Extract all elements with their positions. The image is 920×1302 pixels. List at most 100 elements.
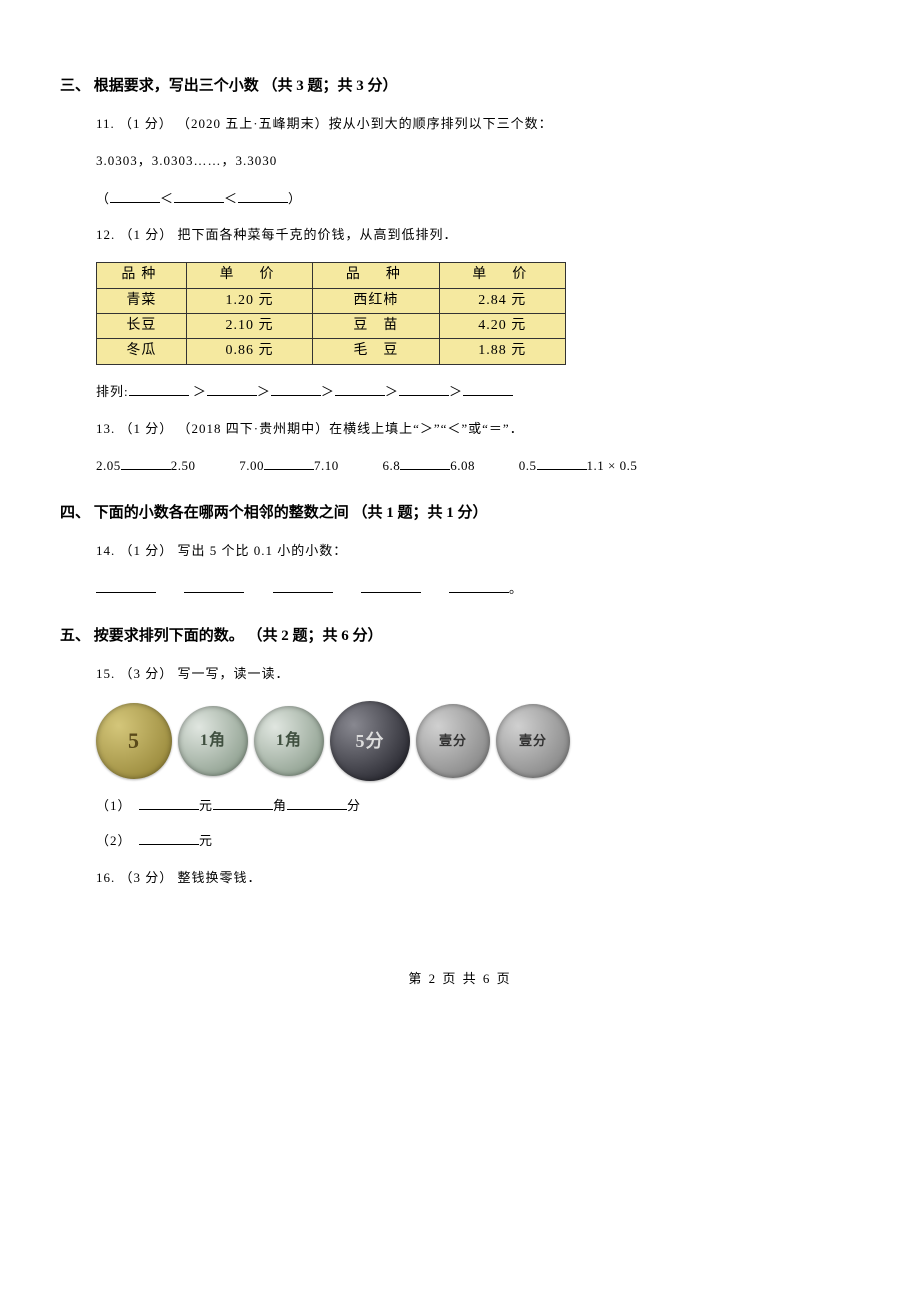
blank[interactable] [537,455,587,470]
unit-yuan: 元 [199,833,213,848]
q14-blanks: 。 [96,578,860,600]
question-14: 14. （1 分） 写出 5 个比 0.1 小的小数： [96,541,860,562]
blank[interactable] [184,578,244,593]
blank[interactable] [96,578,156,593]
gt: ＞ [449,384,463,399]
section-4-title: 四、 下面的小数各在哪两个相邻的整数之间 （共 1 题；共 1 分） [60,501,860,525]
th-price: 单 价 [186,263,312,288]
coin-glyph: 5分 [356,732,385,750]
rank-label: 排列: [96,384,129,399]
coin-glyph: 1角 [276,733,302,749]
blank[interactable] [213,795,273,810]
table-row: 青菜 1.20 元 西红柿 2.84 元 [97,288,566,313]
coin-glyph: 5 [128,730,140,752]
coin-glyph: 壹分 [439,734,467,747]
cell: 毛 豆 [313,339,439,364]
coin-5fen-icon: 5分 [330,701,410,781]
blank[interactable] [449,578,509,593]
blank[interactable] [335,381,385,396]
pair-b: 7.10 [314,458,339,473]
pair-a: 2.05 [96,458,121,473]
gt: ＞ [257,384,271,399]
pair-a: 0.5 [519,458,537,473]
coin-1fen-icon: 壹分 [496,704,570,778]
cell: 1.88 元 [439,339,565,364]
coin-1jiao-icon: 1角 [254,706,324,776]
coin-1jiao-icon: 1角 [178,706,248,776]
blank[interactable] [110,188,160,203]
table-row: 品种 单 价 品 种 单 价 [97,263,566,288]
pair-b: 6.08 [450,458,475,473]
gt: ＞ [193,384,207,399]
th-price2: 单 价 [439,263,565,288]
price-table: 品种 单 价 品 种 单 价 青菜 1.20 元 西红柿 2.84 元 长豆 2… [96,262,566,365]
table-row: 冬瓜 0.86 元 毛 豆 1.88 元 [97,339,566,364]
cell: 2.84 元 [439,288,565,313]
q12-table-wrap: 品种 单 价 品 种 单 价 青菜 1.20 元 西红柿 2.84 元 长豆 2… [96,262,860,365]
lt-2: ＜ [224,191,238,206]
blank[interactable] [264,455,314,470]
blank[interactable] [463,381,513,396]
q11-answer-line: （ ＜ ＜ ） [96,188,860,210]
blank[interactable] [129,381,189,396]
cell: 0.86 元 [186,339,312,364]
pair-b: 2.50 [171,458,196,473]
blank[interactable] [400,455,450,470]
section-3-title: 三、 根据要求，写出三个小数 （共 3 题；共 3 分） [60,74,860,98]
blank[interactable] [121,455,171,470]
cell: 2.10 元 [186,313,312,338]
question-12: 12. （1 分） 把下面各种菜每千克的价钱，从高到低排列． [96,225,860,246]
unit-jiao: 角 [273,798,287,813]
q12-rank-line: 排列: ＞ ＞ ＞ ＞ ＞ [96,381,860,403]
coin-5jiao-icon: 5 [96,703,172,779]
blank[interactable] [399,381,449,396]
cell: 4.20 元 [439,313,565,338]
paren-close: ） [288,191,302,206]
cell: 豆 苗 [313,313,439,338]
coins-row: 5 1角 1角 5分 壹分 壹分 [96,701,860,781]
coin-1fen-icon: 壹分 [416,704,490,778]
pair-a: 6.8 [383,458,401,473]
blank[interactable] [139,830,199,845]
table-row: 长豆 2.10 元 豆 苗 4.20 元 [97,313,566,338]
page-footer: 第 2 页 共 6 页 [60,969,860,990]
blank[interactable] [273,578,333,593]
blank[interactable] [287,795,347,810]
unit-fen: 分 [347,798,361,813]
question-13: 13. （1 分） （2018 四下·贵州期中）在横线上填上“＞”“＜”或“＝”… [96,419,860,440]
q15-coins: 5 1角 1角 5分 壹分 壹分 （1） 元 角 分 （2） 元 [96,701,860,853]
lt-1: ＜ [160,191,174,206]
q11-text: 11. （1 分） （2020 五上·五峰期末）按从小到大的顺序排列以下三个数： [96,114,860,135]
th-kind2: 品 种 [313,263,439,288]
blank[interactable] [361,578,421,593]
sub2-prefix: （2） [96,833,139,848]
sub1-prefix: （1） [96,798,139,813]
question-15: 15. （3 分） 写一写，读一读． [96,664,860,685]
cell: 青菜 [97,288,187,313]
coin-glyph: 1角 [200,733,226,749]
period: 。 [509,581,523,596]
blank[interactable] [174,188,224,203]
cell: 西红柿 [313,288,439,313]
pair-b: 1.1 × 0.5 [587,458,638,473]
cell: 1.20 元 [186,288,312,313]
gt: ＞ [385,384,399,399]
paren-open: （ [96,191,110,206]
q15-sub1: （1） 元 角 分 [96,795,860,817]
unit-yuan: 元 [199,798,213,813]
question-11: 11. （1 分） （2020 五上·五峰期末）按从小到大的顺序排列以下三个数： [96,114,860,135]
section-5-title: 五、 按要求排列下面的数。 （共 2 题；共 6 分） [60,624,860,648]
blank[interactable] [238,188,288,203]
cell: 冬瓜 [97,339,187,364]
gt: ＞ [321,384,335,399]
pair-a: 7.00 [239,458,264,473]
blank[interactable] [271,381,321,396]
q15-sub2: （2） 元 [96,830,860,852]
question-16: 16. （3 分） 整钱换零钱． [96,868,860,889]
blank[interactable] [139,795,199,810]
th-kind: 品种 [97,263,187,288]
q13-compare: 2.05 2.50 7.00 7.10 6.8 6.08 0.5 1.1 × 0.5 [96,455,860,477]
coin-glyph: 壹分 [519,734,547,747]
blank[interactable] [207,381,257,396]
cell: 长豆 [97,313,187,338]
